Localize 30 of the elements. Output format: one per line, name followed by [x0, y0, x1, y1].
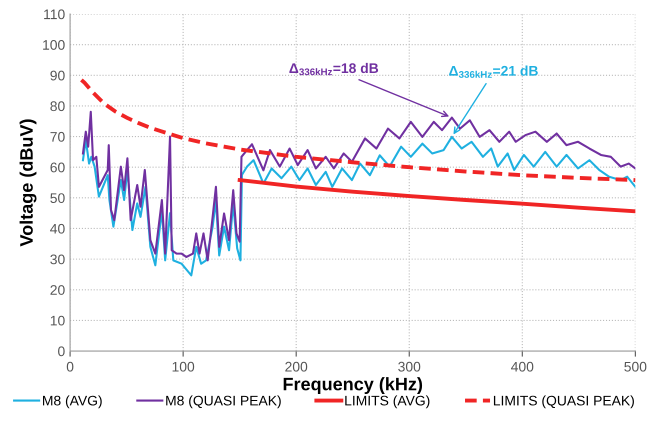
y-tick-label: 50 — [50, 193, 65, 204]
y-tick-label: 100 — [43, 40, 65, 50]
y-tick-label: 10 — [50, 316, 65, 326]
line-series — [82, 136, 636, 276]
legend-label: LIMITS (AVG) — [345, 395, 430, 408]
y-tick-label: 30 — [50, 254, 65, 264]
y-tick-label: 110 — [44, 9, 65, 20]
y-tick-label: 60 — [50, 162, 65, 172]
legend-label: LIMITS (QUASI PEAK) — [494, 395, 634, 408]
x-tick-label: 500 — [624, 362, 646, 372]
x-axis-title: Frequency (kHz) — [284, 377, 422, 394]
line-series — [79, 78, 636, 182]
y-axis-title: Voltage (dBuV) — [20, 119, 36, 246]
y-tick-label: 0 — [58, 346, 65, 356]
y-tick-label: 90 — [50, 70, 65, 80]
y-tick-label: 80 — [50, 101, 65, 112]
x-tick-label: 400 — [511, 362, 534, 372]
legend-label: M8 (AVG) — [43, 395, 102, 408]
y-tick-label: 20 — [50, 285, 65, 295]
y-tick-label: 40 — [50, 224, 65, 234]
line-series — [238, 178, 636, 214]
x-tick-label: 200 — [285, 362, 308, 372]
x-tick-label: 0 — [66, 362, 74, 372]
y-tick-label: 70 — [50, 132, 65, 142]
line-series — [82, 110, 636, 262]
annotation: Δ$_{336kHz}$=21 dB — [449, 66, 538, 78]
x-tick-label: 300 — [398, 362, 420, 372]
x-tick-label: 100 — [172, 362, 194, 372]
legend-label: M8 (QUASI PEAK) — [166, 395, 281, 408]
annotation: Δ$_{336kHz}$=18 dB — [289, 62, 378, 76]
